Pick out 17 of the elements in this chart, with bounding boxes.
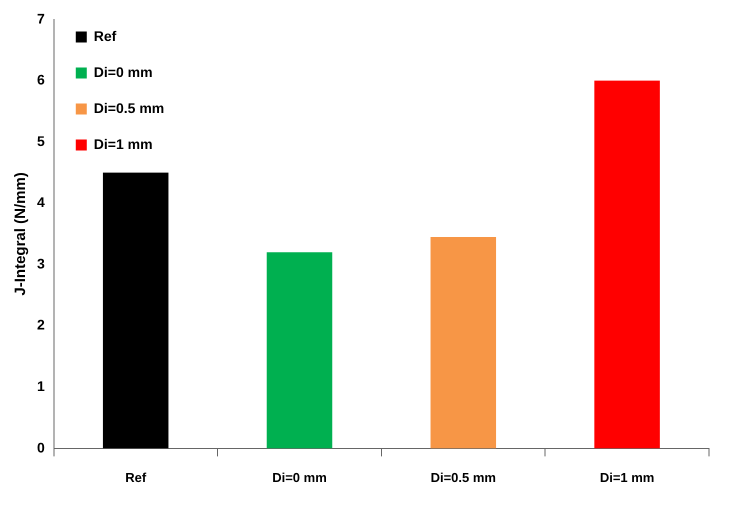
x-tick-label: Di=1 mm <box>600 470 654 485</box>
x-tick-label: Di=0.5 mm <box>430 470 496 485</box>
legend-label: Ref <box>94 28 117 44</box>
y-tick-label: 5 <box>36 132 45 149</box>
y-tick-label: 4 <box>36 194 45 210</box>
y-axis-title: J-Integral (N/mm) <box>12 172 30 296</box>
y-tick-label: 3 <box>36 255 45 272</box>
x-tick-label: Di=0 mm <box>272 470 327 485</box>
legend-label: Di=0.5 mm <box>94 100 164 116</box>
y-tick-label: 7 <box>36 10 45 26</box>
legend-label: Di=1 mm <box>94 136 153 152</box>
legend-label: Di=0 mm <box>94 64 153 80</box>
y-tick-label: 1 <box>36 378 45 394</box>
x-tick-label: Ref <box>125 470 147 485</box>
y-tick-label: 6 <box>36 72 45 88</box>
y-tick-label: 2 <box>36 316 45 333</box>
y-tick-label: 0 <box>36 439 45 456</box>
